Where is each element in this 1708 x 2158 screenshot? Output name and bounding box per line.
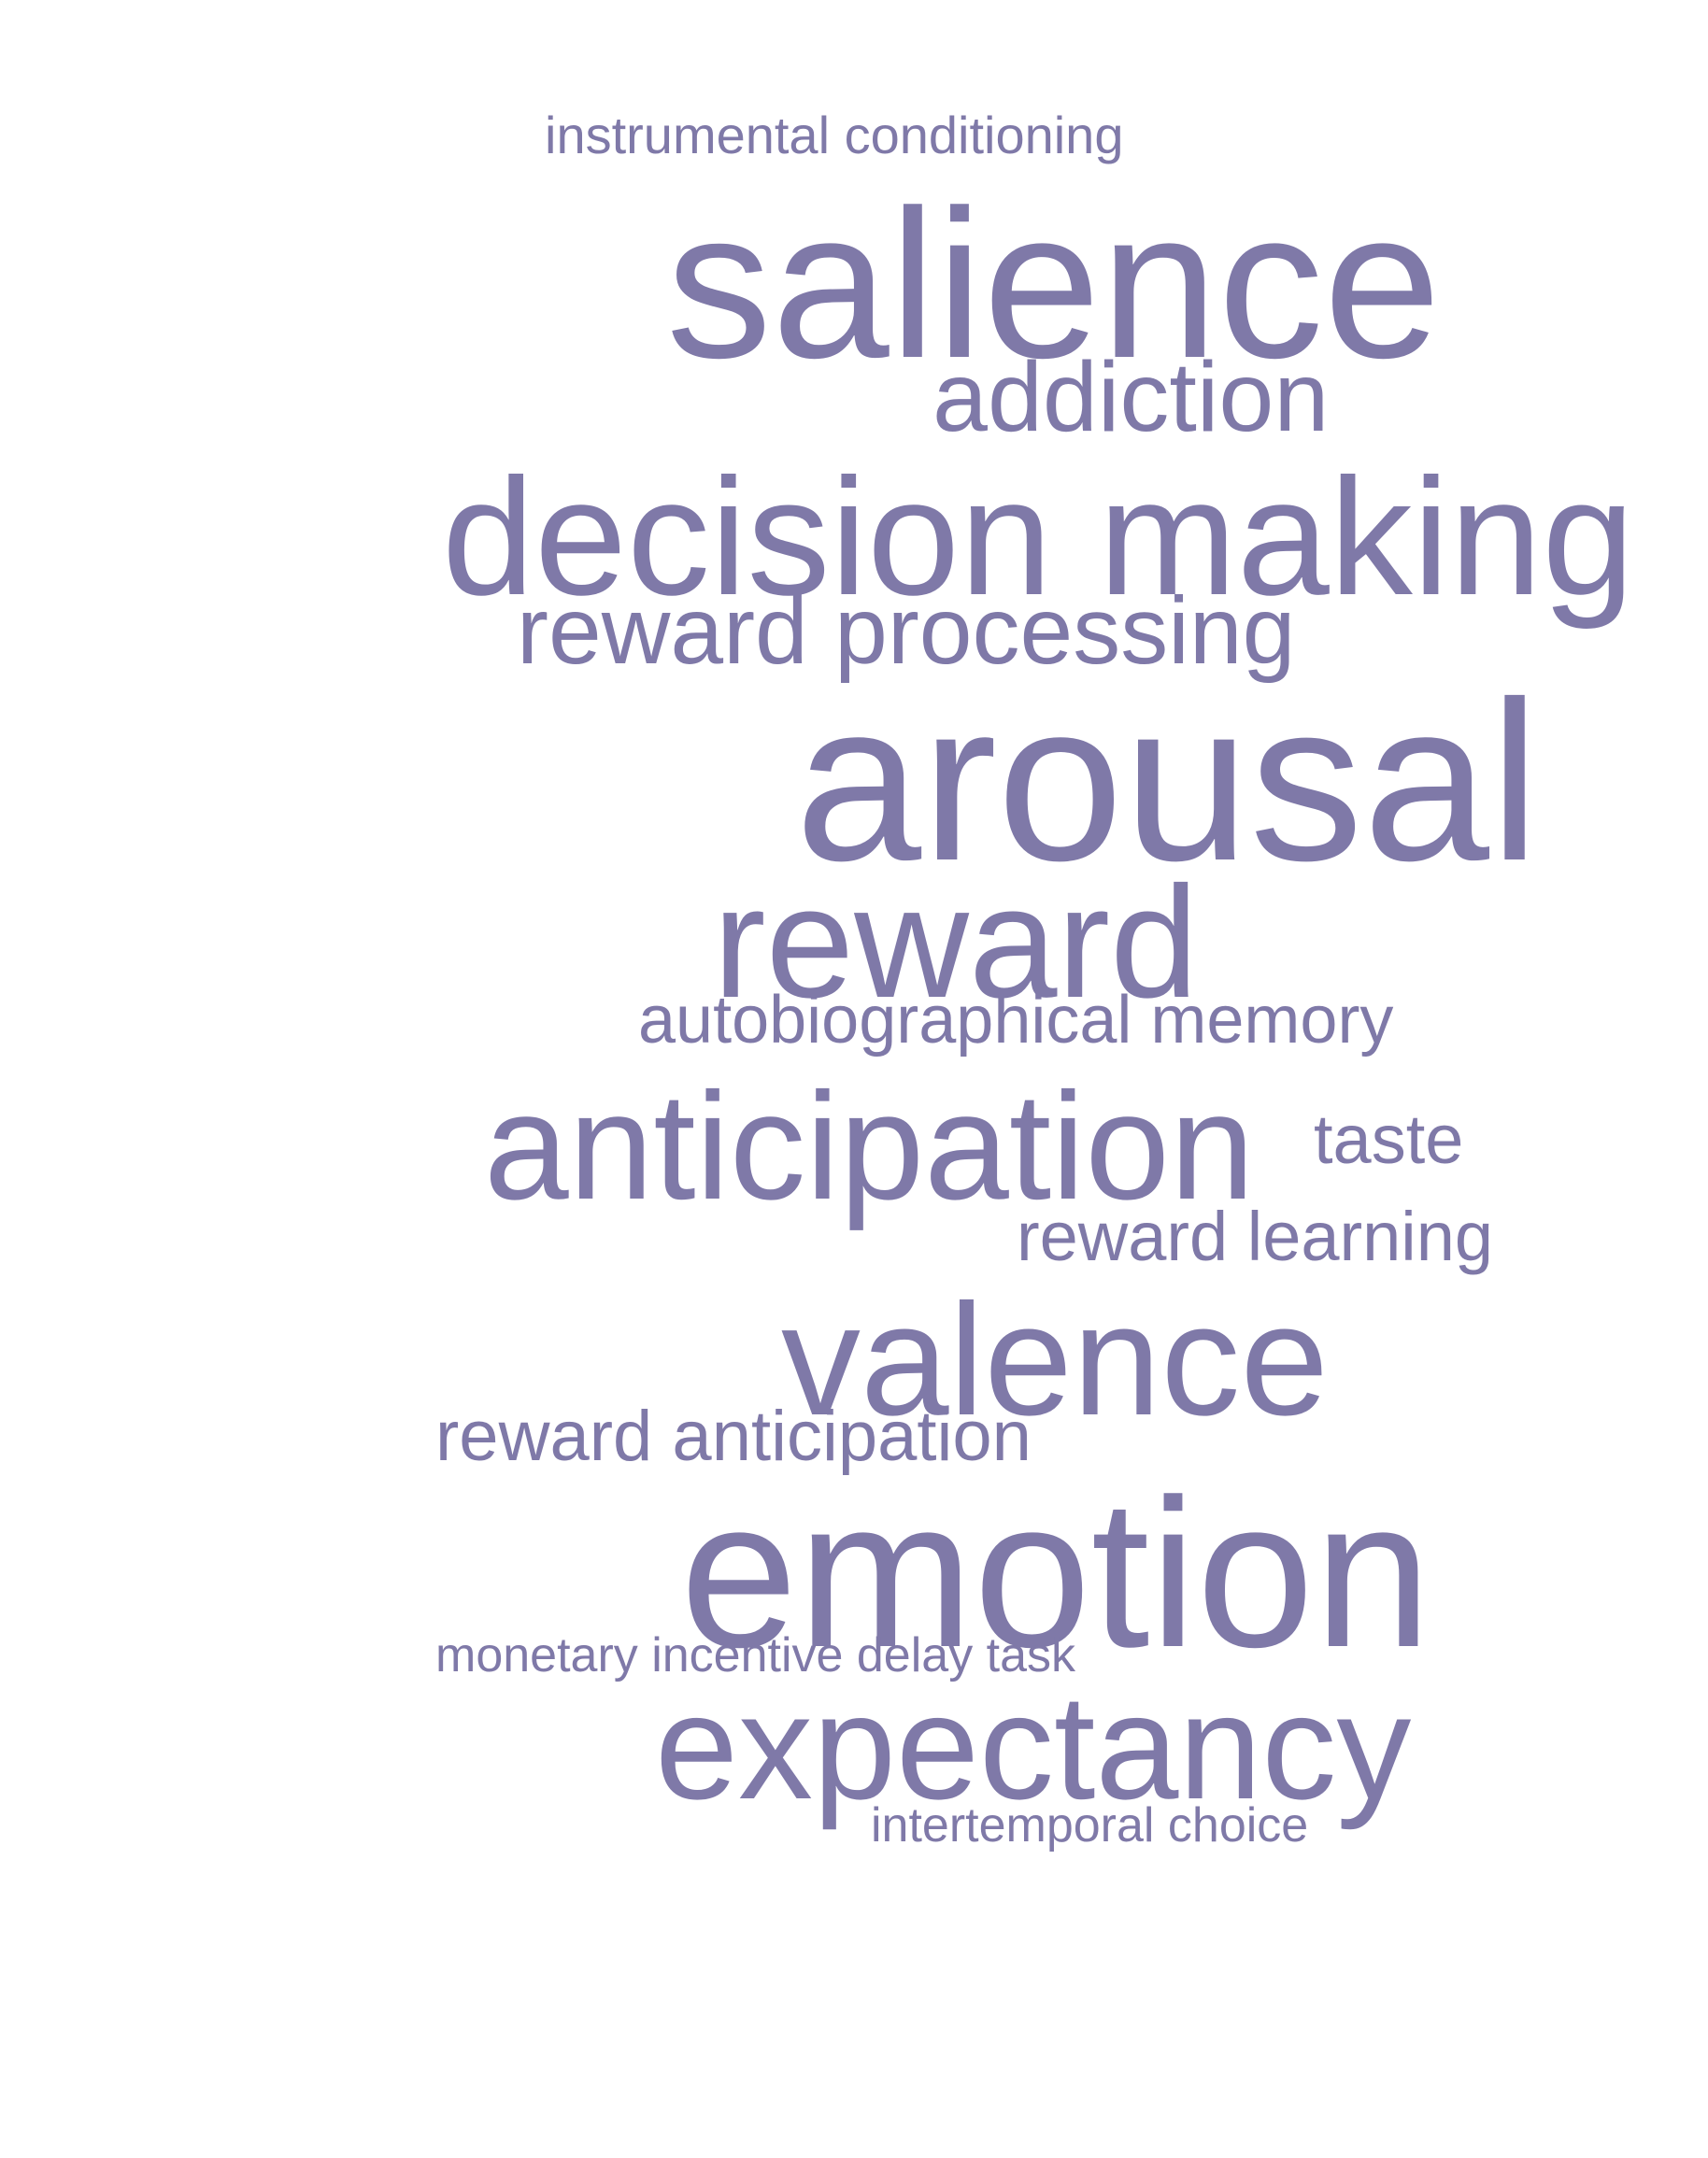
word-valence: valence (781, 1271, 1329, 1449)
word-instrumental-conditioning: instrumental conditioning (545, 106, 1124, 164)
word-reward-anticipation: reward anticipation (435, 1397, 1032, 1476)
word-reward: reward (713, 854, 1199, 1031)
word-monetary-incentive-delay-task: monetary incentive delay task (435, 1628, 1076, 1682)
word-intertemporal-choice: intertemporal choice (871, 1798, 1309, 1853)
word-autobiographical-memory: autobiographical memory (638, 983, 1394, 1058)
word-reward-learning: reward learning (1017, 1198, 1494, 1275)
word-addiction: addiction (932, 342, 1330, 452)
word-taste: taste (1314, 1100, 1464, 1178)
word-emotion: emotion (680, 1455, 1432, 1691)
word-decision-making: decision making (442, 444, 1635, 630)
word-expectancy: expectancy (655, 1663, 1412, 1830)
word-reward-processing: reward processing (517, 577, 1296, 684)
word-salience: salience (666, 165, 1442, 402)
word-arousal: arousal (795, 655, 1540, 908)
word-anticipation: anticipation (484, 1060, 1255, 1231)
